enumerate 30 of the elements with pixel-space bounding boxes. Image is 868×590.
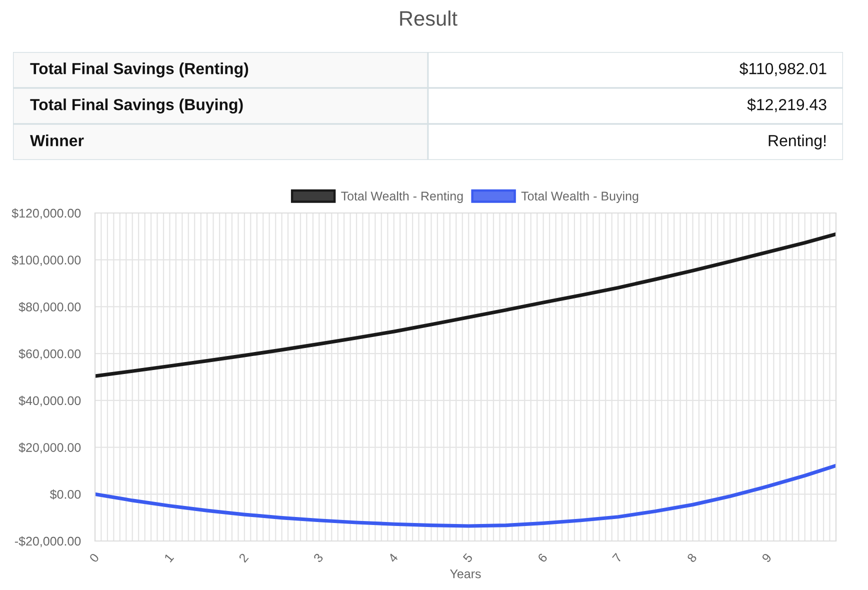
y-tick-label: $20,000.00 bbox=[18, 442, 81, 454]
legend-label: Total Wealth - Buying bbox=[521, 191, 638, 203]
line-series bbox=[95, 464, 836, 528]
text: $110,982.01 bbox=[740, 62, 826, 76]
text: Winner bbox=[30, 134, 84, 146]
text: Total Final Savings (Buying) bbox=[30, 98, 243, 114]
x-tick-label: 5 bbox=[462, 552, 474, 563]
x-tick-label: 9 bbox=[761, 552, 772, 563]
x-tick-label: 0 bbox=[88, 552, 100, 563]
y-tick-label: -$20,000.00 bbox=[14, 536, 81, 548]
y-tick-label: $80,000.00 bbox=[18, 302, 81, 313]
x-tick-label: 3 bbox=[313, 552, 324, 563]
text: Result bbox=[400, 10, 458, 26]
x-axis-title: Years bbox=[450, 570, 481, 578]
x-tick-label: 8 bbox=[686, 552, 698, 563]
x-tick-label: 2 bbox=[238, 552, 249, 563]
x-tick-label: 1 bbox=[164, 552, 174, 563]
x-tick-label: 7 bbox=[612, 552, 622, 563]
y-tick-label: $60,000.00 bbox=[18, 348, 81, 360]
x-tick-label: 4 bbox=[388, 552, 398, 564]
text: Total Final Savings (Renting) bbox=[30, 62, 248, 78]
y-tick-label: $100,000.00 bbox=[12, 255, 81, 266]
y-tick-label: $0.00 bbox=[50, 489, 81, 500]
y-tick-label: $120,000.00 bbox=[12, 208, 81, 220]
x-tick-label: 6 bbox=[537, 552, 548, 563]
text: $12,219.43 bbox=[747, 98, 826, 112]
legend-label: Total Wealth - Renting bbox=[341, 191, 463, 203]
text: Renting! bbox=[768, 134, 826, 150]
line-series bbox=[95, 232, 836, 378]
y-tick-label: $40,000.00 bbox=[18, 396, 81, 407]
